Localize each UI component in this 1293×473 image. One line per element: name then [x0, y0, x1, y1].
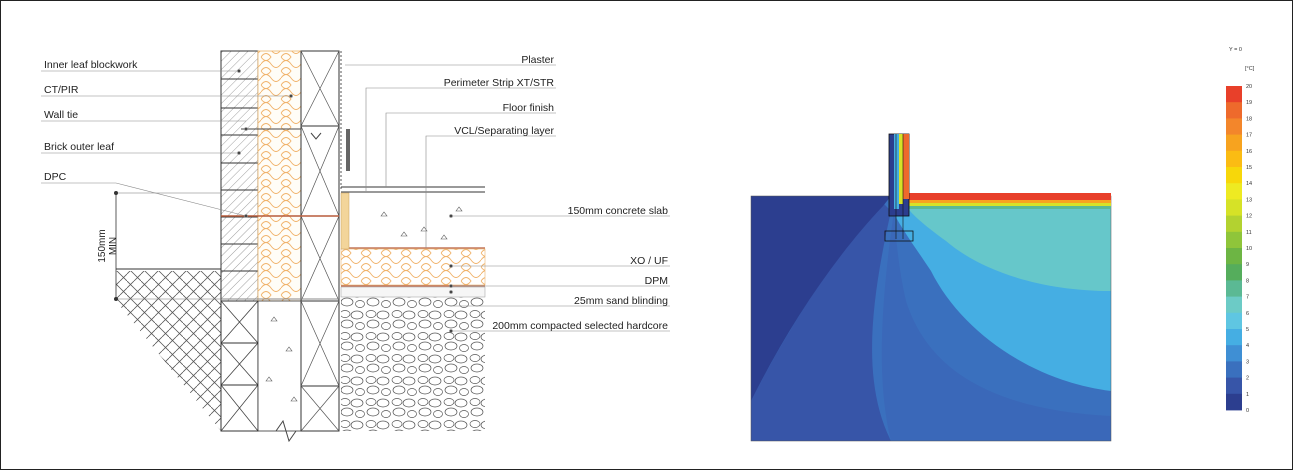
label-vcl: VCL/Separating layer [454, 125, 554, 137]
label-dpm: DPM [645, 275, 668, 287]
legend-swatch [1226, 248, 1242, 265]
legend-swatch [1226, 86, 1242, 103]
legend-tick-label: 4 [1246, 343, 1249, 349]
legend-tick-label: 9 [1246, 262, 1249, 268]
legend-swatch [1226, 312, 1242, 330]
skirting [346, 129, 350, 171]
legend-swatch [1226, 393, 1242, 411]
legend-tick-label: 12 [1246, 214, 1252, 220]
label-sand-blinding: 25mm sand blinding [574, 295, 668, 307]
break-symbol [275, 419, 297, 443]
legend-tick-label: 18 [1246, 116, 1252, 122]
legend-swatch [1226, 280, 1242, 297]
legend-unit: [°C] [1245, 66, 1255, 72]
legend-swatch [1226, 345, 1242, 362]
legend-swatch [1226, 150, 1242, 168]
legend-tick-label: 17 [1246, 133, 1252, 139]
brick-outer-leaf [220, 50, 259, 432]
label-concrete-slab: 150mm concrete slab [568, 205, 669, 217]
legend-tick-label: 2 [1246, 376, 1249, 382]
legend-swatch [1226, 329, 1242, 346]
legend-swatch [1226, 118, 1242, 135]
concrete-slab [349, 193, 485, 248]
label-floor-finish: Floor finish [503, 102, 555, 114]
label-wall-tie: Wall tie [44, 109, 78, 121]
legend-swatch [1226, 231, 1242, 249]
legend-swatch [1226, 361, 1242, 378]
label-xo-uf: XO / UF [630, 255, 668, 267]
floor-insulation [340, 248, 486, 286]
thermal-band-5 [906, 206, 1111, 291]
legend-swatch [1226, 215, 1242, 233]
construction-detail: 150mm MIN Inner leaf blockwork CT/PIR Wa… [41, 50, 670, 443]
legend-tick-label: 6 [1246, 311, 1249, 317]
legend-swatch [1226, 296, 1242, 314]
ground-soil [116, 271, 221, 431]
sand-blinding [340, 286, 486, 298]
right-leaders [345, 64, 670, 333]
legend-tick-label: 0 [1246, 408, 1249, 414]
legend-swatch [1226, 183, 1242, 200]
thermal-band-1 [881, 211, 1111, 441]
label-brick-outer: Brick outer leaf [44, 141, 114, 153]
thermal-floor-top [907, 193, 1111, 200]
legend-tick-label: 11 [1246, 230, 1252, 236]
legend-swatches [1226, 86, 1242, 411]
legend-swatch [1226, 264, 1242, 281]
min-dimension: 150mm MIN [97, 191, 221, 301]
dimension-label: 150mm [97, 229, 108, 262]
inner-leaf-blockwork [300, 50, 340, 432]
legend-swatch [1226, 167, 1242, 184]
label-perimeter-strip: Perimeter Strip XT/STR [444, 77, 555, 89]
thermal-simulation: Y = 0 [°C] 20191817161514131211109876543… [750, 47, 1255, 442]
wall-tie [241, 128, 322, 140]
legend-swatch [1226, 134, 1242, 152]
legend-tick-label: 19 [1246, 100, 1252, 106]
hardcore [341, 297, 485, 431]
legend-tick-label: 14 [1246, 181, 1252, 187]
legend-tick-label: 15 [1246, 165, 1252, 171]
legend-tick-label: 8 [1246, 278, 1249, 284]
left-leaders [41, 69, 293, 218]
thermal-band-0 [751, 196, 891, 401]
left-labels: Inner leaf blockwork CT/PIR Wall tie Bri… [44, 59, 138, 183]
legend-tick-label: 13 [1246, 197, 1252, 203]
dimension-min-label: MIN [108, 237, 119, 255]
thermal-wall-stub [884, 133, 914, 242]
label-dpc: DPC [44, 171, 67, 183]
legend-header: Y = 0 [1229, 47, 1242, 53]
legend-tick-label: 1 [1246, 392, 1249, 398]
legend-tick-label: 10 [1246, 246, 1252, 252]
label-ct-pir: CT/PIR [44, 84, 79, 96]
legend-tick-label: 5 [1246, 327, 1249, 333]
cavity-fill [257, 300, 302, 432]
legend-tick-label: 16 [1246, 149, 1252, 155]
floor-build-up [340, 186, 486, 431]
legend-tick-label: 7 [1246, 295, 1249, 301]
legend-tick-label: 3 [1246, 359, 1249, 365]
right-labels: Plaster Perimeter Strip XT/STR Floor fin… [444, 54, 668, 332]
label-inner-leaf: Inner leaf blockwork [44, 59, 138, 71]
legend-swatch [1226, 199, 1242, 216]
temperature-legend: Y = 0 [°C] 20191817161514131211109876543… [1226, 47, 1255, 414]
label-plaster: Plaster [521, 54, 554, 66]
legend-swatch [1226, 377, 1242, 395]
thermal-band-2 [751, 201, 891, 441]
perimeter-strip [340, 192, 350, 250]
label-hardcore: 200mm compacted selected hardcore [492, 320, 668, 332]
legend-swatch [1226, 102, 1242, 119]
legend-tick-label: 20 [1246, 84, 1252, 90]
